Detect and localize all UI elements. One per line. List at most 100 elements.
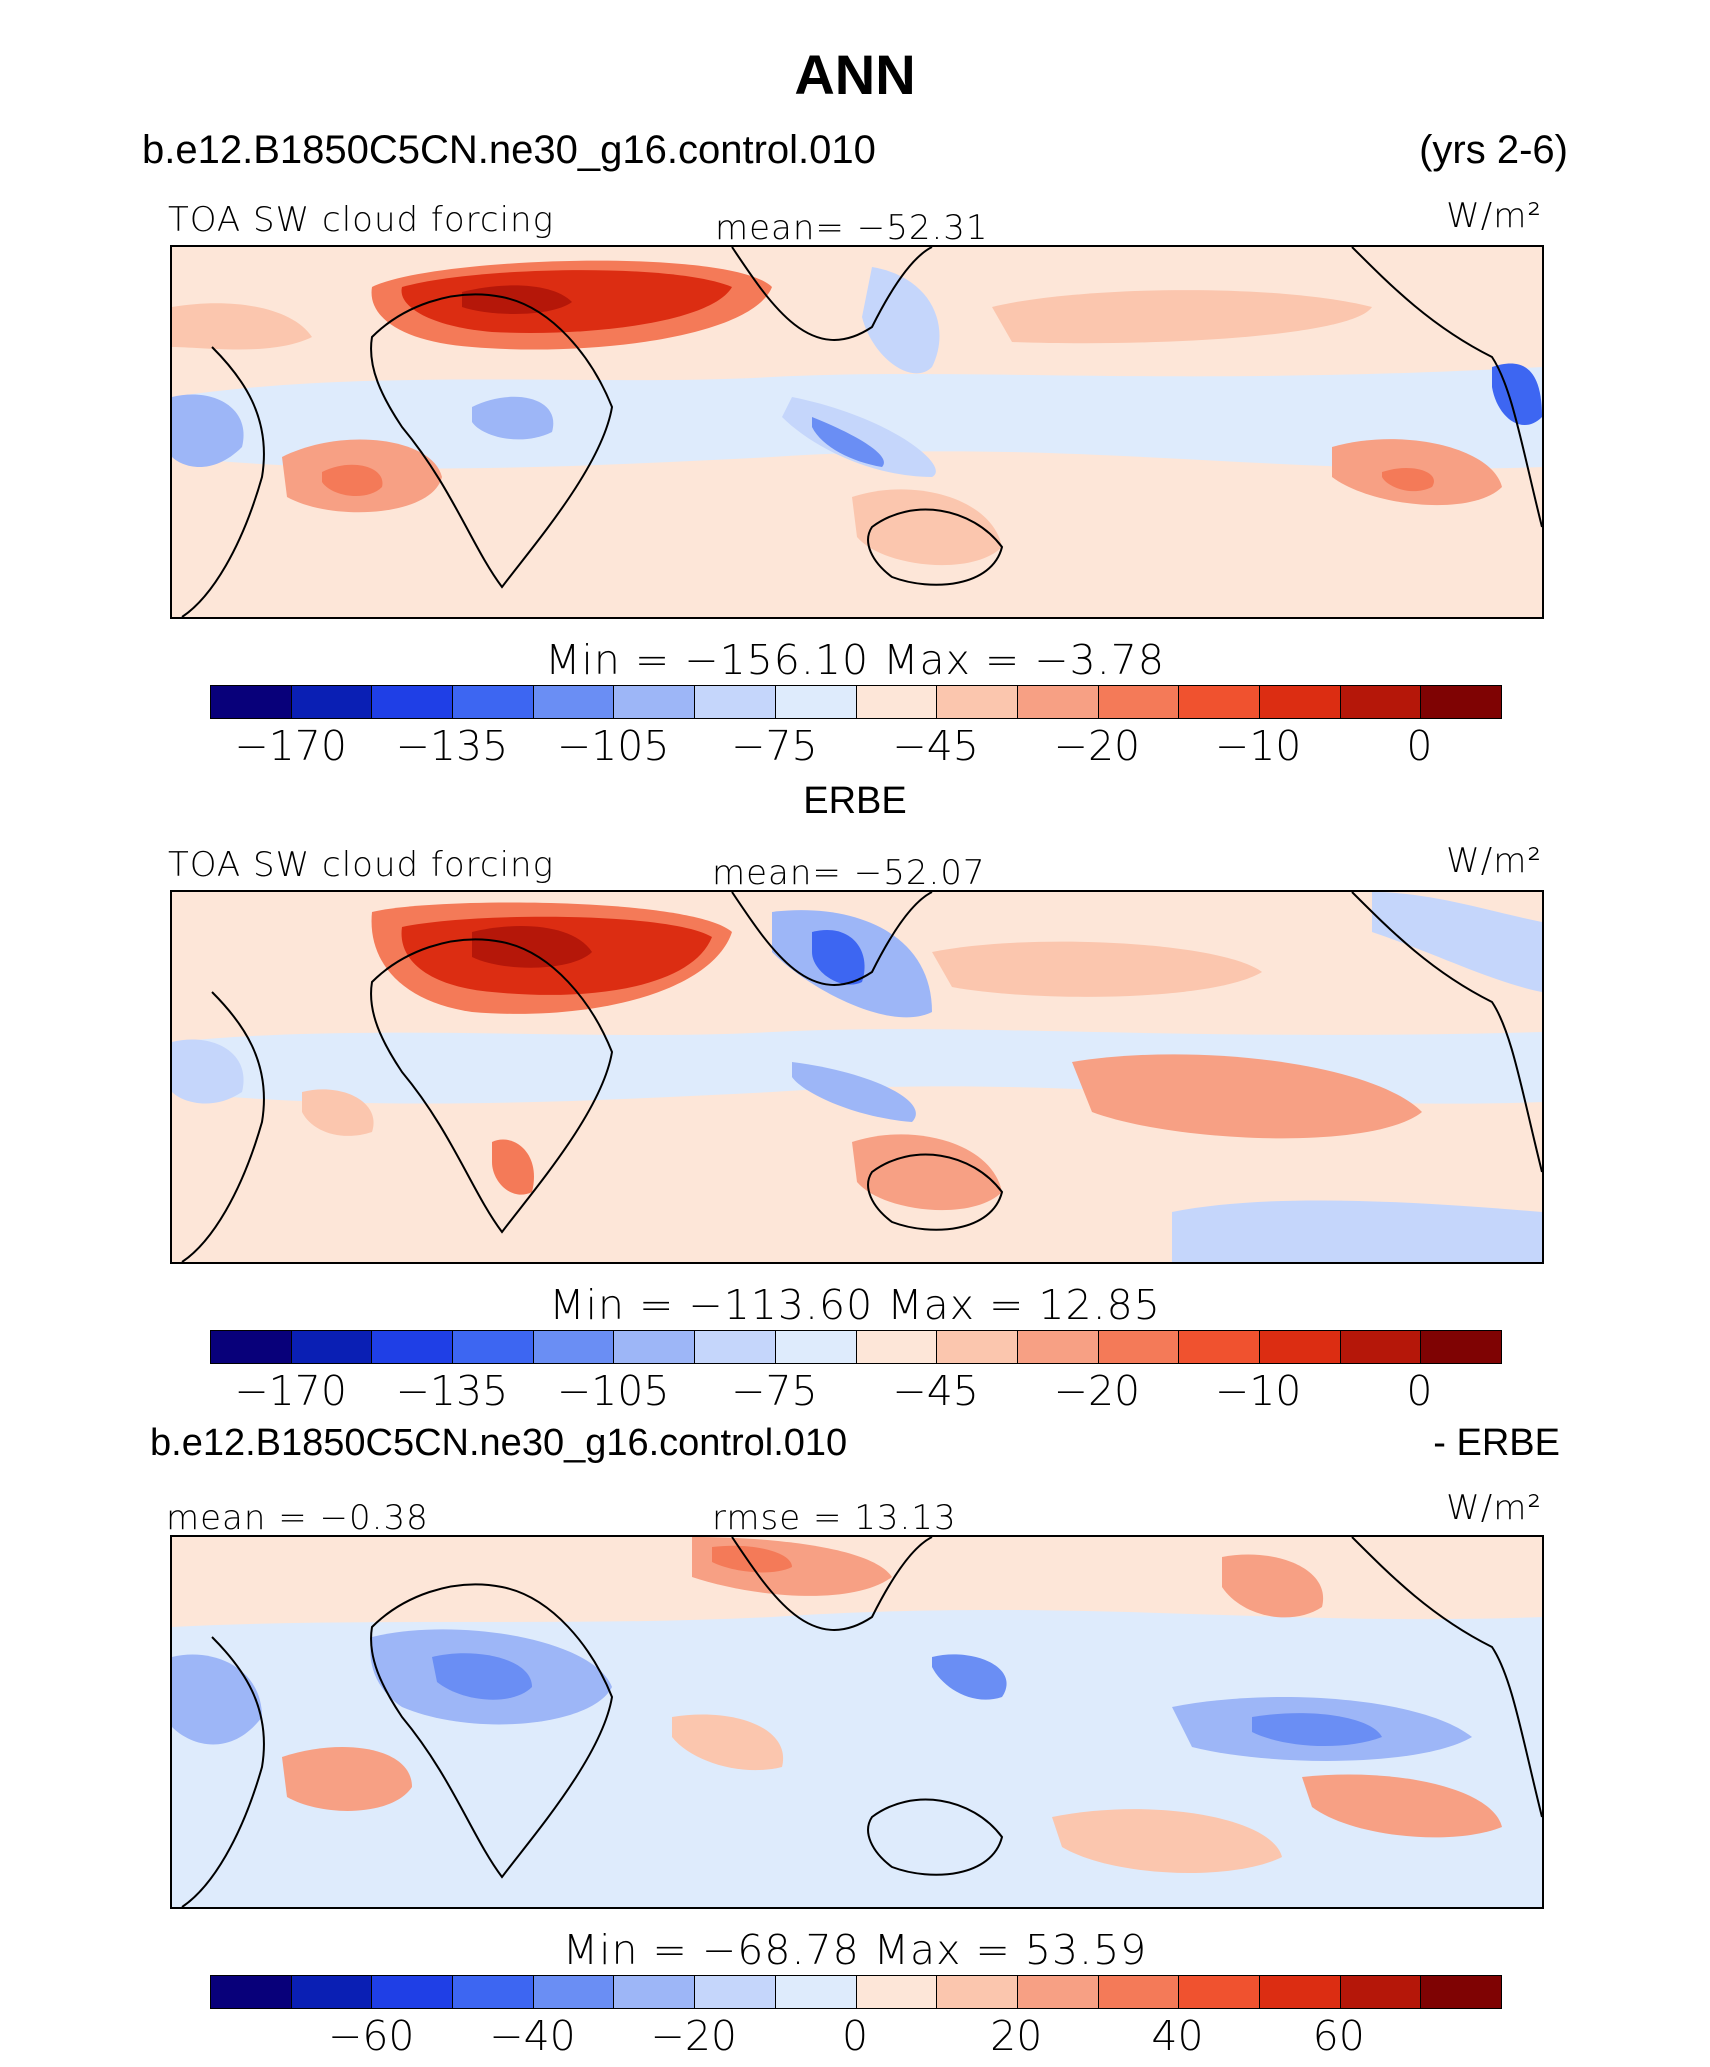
colorbar-tick-label: −170 bbox=[234, 722, 347, 770]
colorbar-tick-label: −20 bbox=[650, 2012, 738, 2060]
colorbar-swatch bbox=[453, 1976, 534, 2008]
colorbar-swatch bbox=[372, 686, 454, 718]
colorbar-swatch bbox=[1340, 1331, 1422, 1363]
case-name: b.e12.B1850C5CN.ne30_g16.control.010 bbox=[142, 128, 876, 172]
colorbar-swatch bbox=[1421, 686, 1501, 718]
panel1-contour-field bbox=[172, 247, 1542, 617]
panel3-mean-label: mean = −0.38 bbox=[166, 1498, 429, 1538]
colorbar-swatch bbox=[291, 1976, 373, 2008]
colorbar-tick-label: −105 bbox=[556, 1367, 670, 1415]
colorbar-swatch bbox=[211, 686, 292, 718]
colorbar-swatch bbox=[291, 686, 373, 718]
colorbar-tick-label: 20 bbox=[990, 2012, 1043, 2060]
panel2-contour-field bbox=[172, 892, 1542, 1262]
colorbar-swatch bbox=[614, 686, 696, 718]
colorbar-swatch bbox=[775, 1976, 857, 2008]
colorbar-tick-label: 0 bbox=[1406, 1367, 1433, 1415]
panel1-colorbar-ticks: −170 −135 −105 −75 −45 −20 −10 0 bbox=[210, 722, 1500, 772]
panel2-mean-label: mean= −52.07 bbox=[712, 853, 986, 893]
colorbar-swatch bbox=[937, 1331, 1018, 1363]
colorbar-tick-label: −75 bbox=[731, 722, 818, 770]
panel3-colorbar-ticks: −60 −40 −20 0 20 40 60 bbox=[210, 2012, 1500, 2062]
colorbar-tick-label: −10 bbox=[1214, 1367, 1302, 1415]
colorbar-swatch bbox=[937, 686, 1018, 718]
colorbar-tick-label: 60 bbox=[1312, 2012, 1365, 2060]
colorbar-swatch bbox=[775, 686, 857, 718]
colorbar-swatch bbox=[856, 686, 938, 718]
colorbar-tick-label: 40 bbox=[1151, 2012, 1204, 2060]
panel2-variable-label: TOA SW cloud forcing bbox=[168, 845, 554, 885]
panel3-map bbox=[170, 1535, 1544, 1909]
colorbar-swatch bbox=[695, 686, 776, 718]
colorbar-swatch bbox=[1017, 1331, 1099, 1363]
colorbar-tick-label: 0 bbox=[1406, 722, 1433, 770]
colorbar-swatch bbox=[614, 1976, 696, 2008]
colorbar-swatch bbox=[1098, 1331, 1180, 1363]
colorbar-swatch bbox=[372, 1976, 454, 2008]
colorbar-tick-label: −40 bbox=[489, 2012, 576, 2060]
panel3-minmax: Min = −68.78 Max = 53.59 bbox=[562, 1926, 1148, 1974]
panel2-colorbar-ticks: −170 −135 −105 −75 −45 −20 −10 0 bbox=[210, 1367, 1500, 1417]
colorbar-swatch bbox=[453, 686, 534, 718]
colorbar-swatch bbox=[372, 1331, 454, 1363]
panel3-colorbar bbox=[210, 1975, 1502, 2009]
colorbar-tick-label: −105 bbox=[556, 722, 670, 770]
colorbar-tick-label: −20 bbox=[1053, 722, 1141, 770]
colorbar-swatch bbox=[1017, 686, 1099, 718]
year-range: (yrs 2-6) bbox=[1419, 128, 1568, 172]
colorbar-swatch bbox=[937, 1976, 1018, 2008]
colorbar-tick-label: −170 bbox=[234, 1367, 347, 1415]
colorbar-tick-label: −10 bbox=[1214, 722, 1302, 770]
colorbar-swatch bbox=[695, 1976, 776, 2008]
colorbar-swatch bbox=[775, 1331, 857, 1363]
colorbar-swatch bbox=[1179, 1331, 1260, 1363]
colorbar-swatch bbox=[1421, 1331, 1501, 1363]
colorbar-tick-label: −75 bbox=[731, 1367, 818, 1415]
colorbar-swatch bbox=[1340, 686, 1422, 718]
colorbar-swatch bbox=[1421, 1976, 1501, 2008]
colorbar-tick-label: 0 bbox=[841, 2012, 869, 2060]
colorbar-tick-label: −135 bbox=[395, 722, 509, 770]
panel1-variable-label: TOA SW cloud forcing bbox=[168, 200, 554, 240]
panel1-mean-label: mean= −52.31 bbox=[715, 208, 989, 248]
colorbar-tick-label: −45 bbox=[892, 722, 979, 770]
colorbar-tick-label: −45 bbox=[892, 1367, 979, 1415]
colorbar-swatch bbox=[1098, 1976, 1180, 2008]
panel2-subtitle: ERBE bbox=[803, 780, 907, 822]
colorbar-swatch bbox=[856, 1331, 938, 1363]
panel2-units-label: W/m² bbox=[1446, 841, 1542, 881]
colorbar-swatch bbox=[1259, 1976, 1341, 2008]
colorbar-swatch bbox=[1179, 686, 1260, 718]
colorbar-swatch bbox=[211, 1331, 292, 1363]
colorbar-swatch bbox=[1017, 1976, 1099, 2008]
colorbar-tick-label: −135 bbox=[395, 1367, 509, 1415]
colorbar-swatch bbox=[453, 1331, 534, 1363]
panel2-minmax: Min = −113.60 Max = 12.85 bbox=[549, 1281, 1161, 1329]
colorbar-swatch bbox=[1340, 1976, 1422, 2008]
panel1-colorbar bbox=[210, 685, 1502, 719]
panel3-units-label: W/m² bbox=[1446, 1488, 1542, 1528]
panel3-contour-field bbox=[172, 1537, 1542, 1907]
panel2-colorbar bbox=[210, 1330, 1502, 1364]
colorbar-swatch bbox=[533, 1331, 615, 1363]
panel3-rmse-label: rmse = 13.13 bbox=[712, 1498, 957, 1538]
colorbar-swatch bbox=[614, 1331, 696, 1363]
panel1-minmax: Min = −156.10 Max = −3.78 bbox=[545, 636, 1165, 684]
colorbar-swatch bbox=[1259, 1331, 1341, 1363]
colorbar-swatch bbox=[856, 1976, 938, 2008]
page-title: ANN bbox=[794, 43, 916, 106]
colorbar-swatch bbox=[533, 1976, 615, 2008]
colorbar-swatch bbox=[1259, 686, 1341, 718]
panel3-subtitle-left: b.e12.B1850C5CN.ne30_g16.control.010 bbox=[150, 1422, 848, 1464]
panel1-map bbox=[170, 245, 1544, 619]
colorbar-swatch bbox=[211, 1976, 292, 2008]
panel2-map bbox=[170, 890, 1544, 1264]
colorbar-tick-label: −60 bbox=[327, 2012, 415, 2060]
panel1-units-label: W/m² bbox=[1446, 196, 1542, 236]
panel3-subtitle-right: - ERBE bbox=[1433, 1422, 1560, 1464]
colorbar-swatch bbox=[1098, 686, 1180, 718]
colorbar-swatch bbox=[533, 686, 615, 718]
colorbar-swatch bbox=[695, 1331, 776, 1363]
colorbar-swatch bbox=[291, 1331, 373, 1363]
colorbar-tick-label: −20 bbox=[1053, 1367, 1141, 1415]
